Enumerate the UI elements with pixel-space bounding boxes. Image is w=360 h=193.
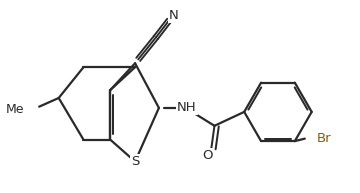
Text: O: O — [202, 149, 213, 162]
Text: N: N — [169, 9, 179, 22]
Text: NH: NH — [177, 101, 197, 114]
Text: Me: Me — [5, 103, 24, 116]
Text: Br: Br — [317, 132, 331, 145]
Text: S: S — [131, 155, 139, 168]
